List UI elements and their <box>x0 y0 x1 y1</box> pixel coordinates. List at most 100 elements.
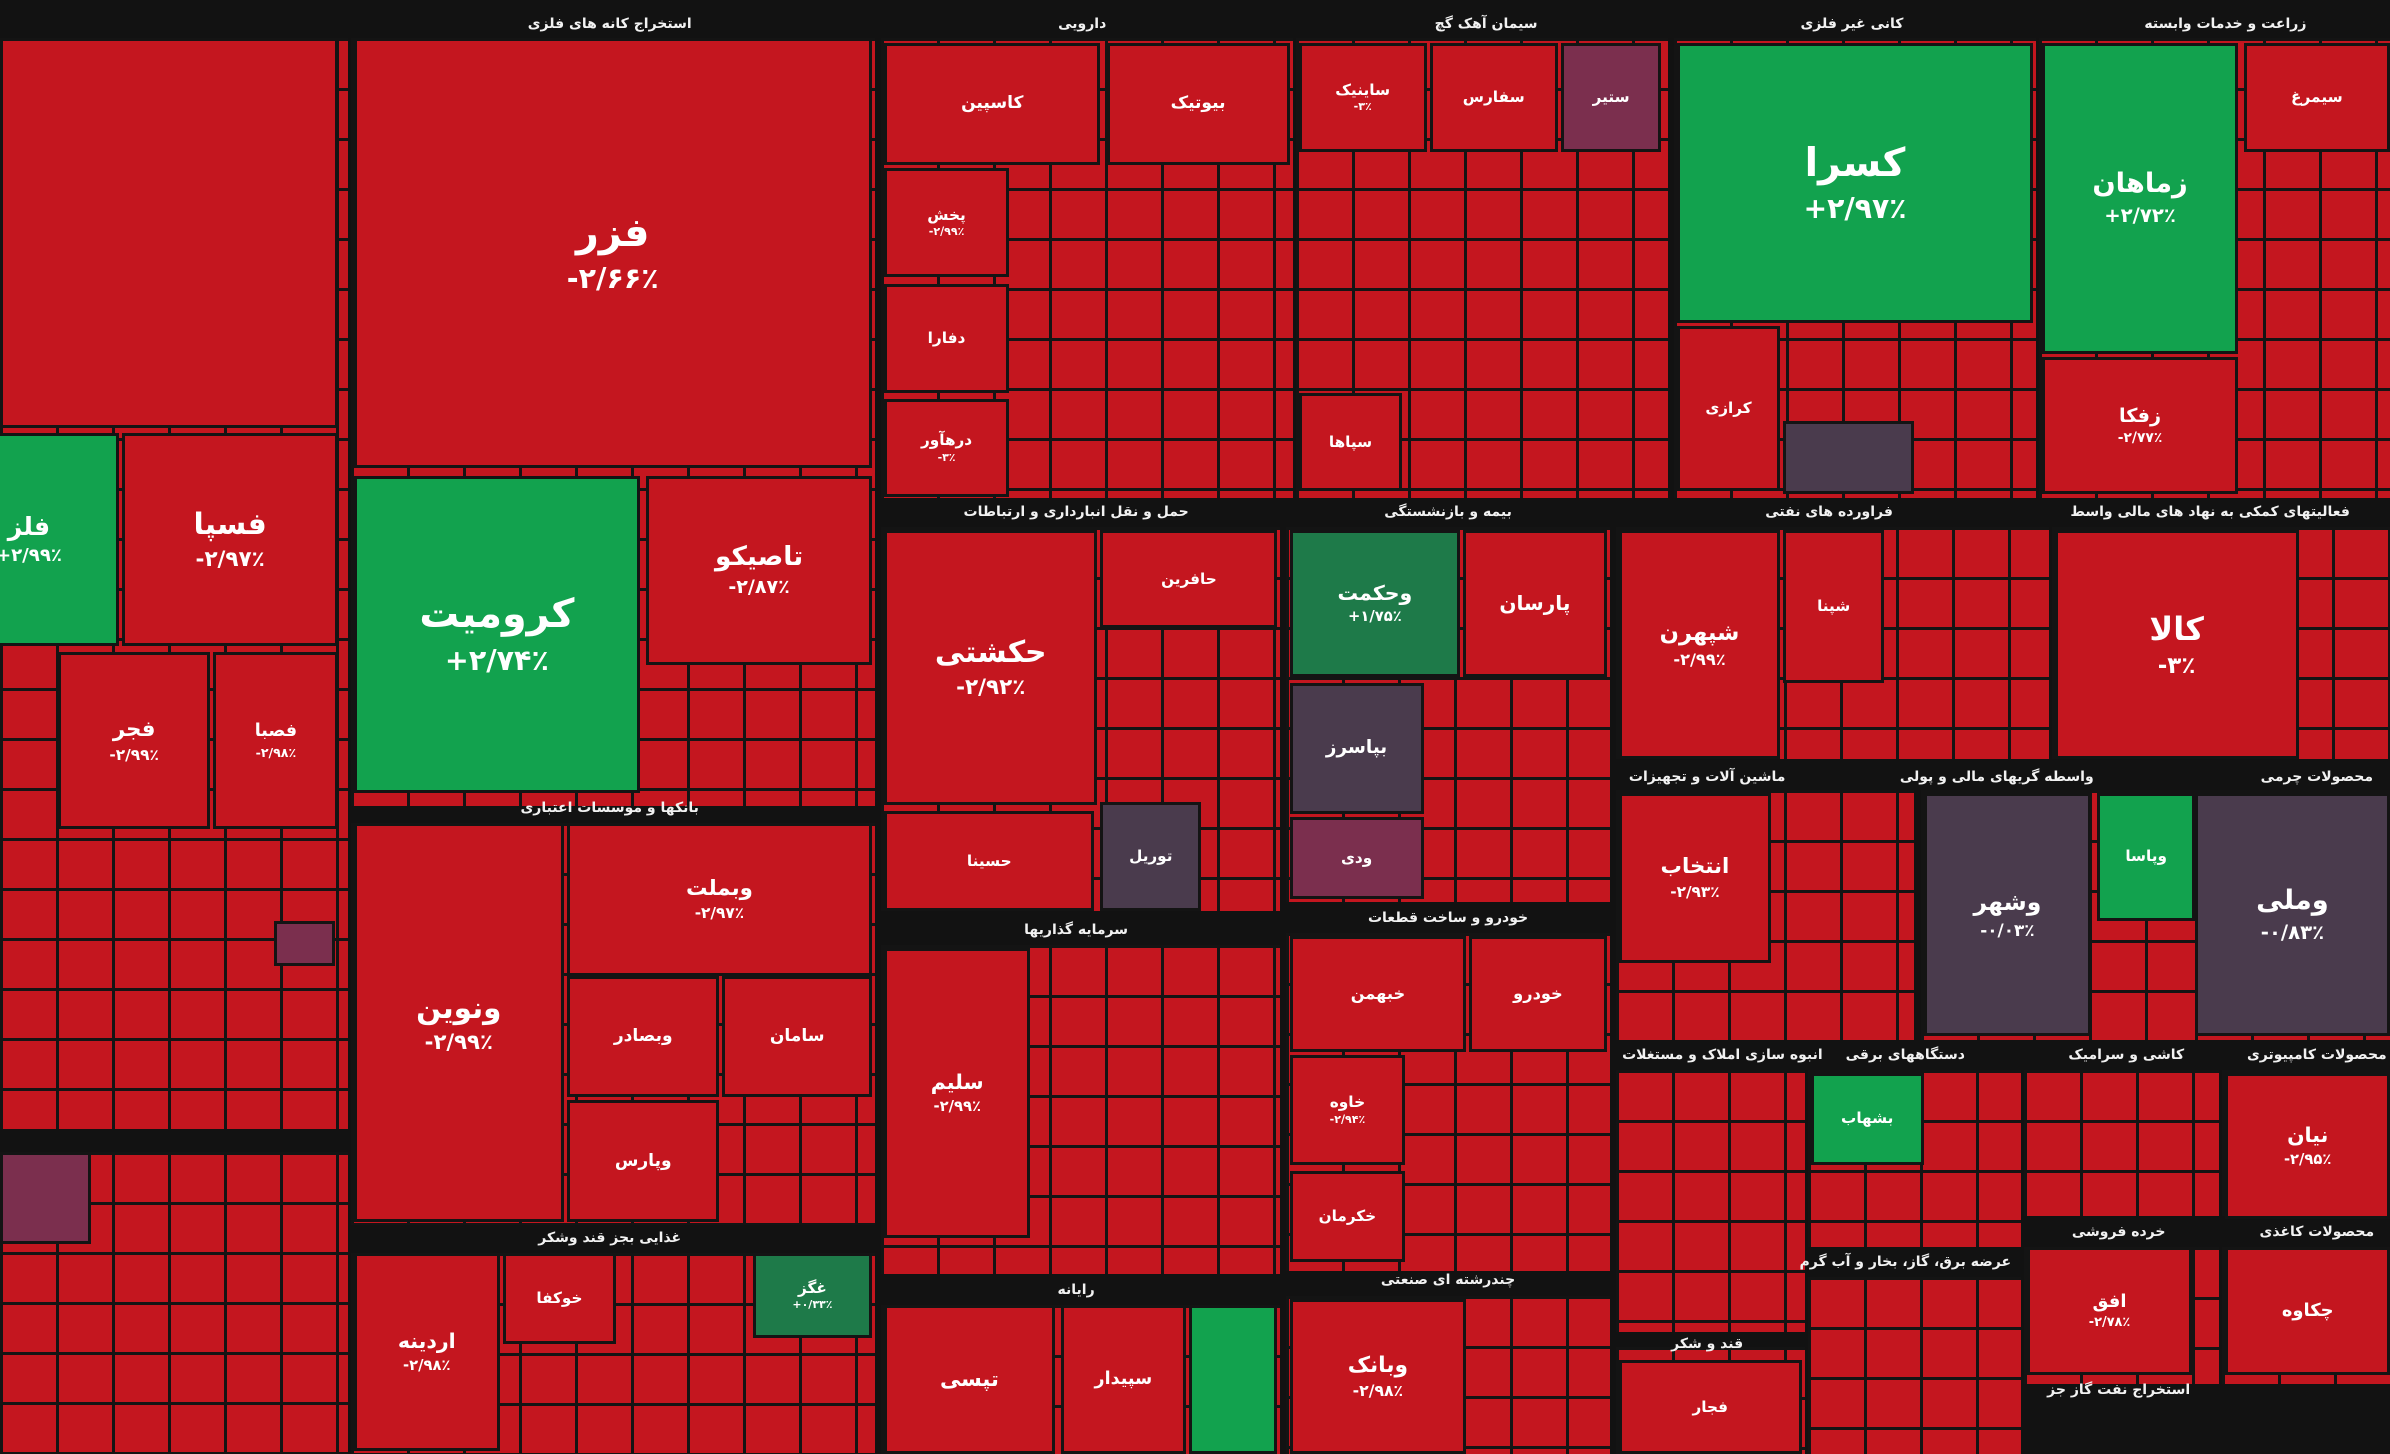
sector-title: ماشین آلات و تجهیزات <box>1628 769 1786 786</box>
sector-title: کاشی و سرامیک <box>2068 1046 2185 1063</box>
stock-tile: سلیم -۲/۹۹٪ <box>884 948 1031 1238</box>
stock-tile: وبملت -۲/۹۷٪ <box>567 823 872 976</box>
stock-tile: شپنا <box>1783 530 1884 683</box>
stock-tile: وپاسا <box>2097 792 2195 921</box>
stock-tile: خوکفا <box>502 1252 616 1345</box>
stock-tile: فجر -۲/۹۹٪ <box>57 652 211 830</box>
stock-change: -۲/۷۸٪ <box>2088 1315 2131 1331</box>
stock-change: -۳٪ <box>1353 100 1372 114</box>
stock-tile: فلز +۲/۹۹٪ <box>0 432 119 647</box>
sector-title: دستگاههای برقی <box>1845 1046 1965 1063</box>
sector-title: محصولات چرمی <box>2260 769 2373 786</box>
stock-change: -۲/۶۶٪ <box>566 262 659 296</box>
stock-name: فلز <box>7 512 51 542</box>
sector-area <box>2024 1070 2220 1217</box>
stock-name: بپاسرز <box>1325 736 1388 758</box>
sector-title: کانی غیر فلزی <box>1800 16 1904 33</box>
stock-name: فصبا <box>254 721 298 742</box>
stock-tile: درهآور -۳٪ <box>884 399 1010 497</box>
stock-tile: سیمرغ <box>2243 42 2390 153</box>
stock-tile: کرازی <box>1676 326 1781 491</box>
stock-tile: اردینه -۲/۹۸٪ <box>353 1252 500 1452</box>
stock-change: -۳٪ <box>937 451 956 464</box>
stock-tile: خکرمان <box>1289 1170 1406 1263</box>
sector-title: سیمان آهک گچ <box>1434 16 1538 33</box>
sector-title: دارویی <box>1058 16 1107 33</box>
stock-name: دفارا <box>927 329 966 347</box>
stock-tile: افق -۲/۷۸٪ <box>2027 1246 2192 1375</box>
stock-change: -۲/۹۵٪ <box>2283 1151 2332 1169</box>
stock-name: خکرمان <box>1318 1207 1377 1226</box>
stock-tile: فزر -۲/۶۶٪ <box>353 38 872 468</box>
stock-change: +۱/۷۵٪ <box>1348 608 1402 626</box>
stock-name: وحکمت <box>1337 580 1413 605</box>
stock-name: کسرا <box>1804 141 1906 187</box>
stock-tile: فسپا -۲/۹۷٪ <box>121 432 339 647</box>
stock-change: +۲/۹۹٪ <box>0 545 62 567</box>
stock-name: فزر <box>576 210 650 256</box>
sector-title: فراورده های نفتی <box>1765 504 1893 521</box>
stock-change: +۲/۹۷٪ <box>1803 192 1907 226</box>
stock-name: کرازی <box>1705 399 1752 418</box>
stock-tile: پخش -۲/۹۹٪ <box>884 167 1010 278</box>
stock-name: نیان <box>2287 1123 2329 1148</box>
stock-name: ستیر <box>1592 88 1630 107</box>
sector-title: رایانه <box>1057 1281 1095 1298</box>
stock-name: بیوتیک <box>1170 93 1226 114</box>
stock-tile: بپاسرز <box>1289 682 1424 814</box>
stock-tile: بشهاب <box>1810 1073 1924 1165</box>
stock-tile: حافرین <box>1100 530 1278 628</box>
stock-tile: زماهان +۲/۷۲٪ <box>2042 42 2238 354</box>
stock-name: فسپا <box>193 506 267 542</box>
sector-title: محصولات کامپیوتری <box>2246 1046 2387 1063</box>
stock-tile: غگز +۰/۳۳٪ <box>752 1252 872 1339</box>
stock-name: حسینا <box>966 851 1012 870</box>
sector-title: استخراج نفت گاز جز <box>2047 1382 2191 1399</box>
stock-name: کاسپین <box>961 93 1024 114</box>
stock-name: کالا <box>2149 609 2204 648</box>
stock-name: توریل <box>1129 847 1173 866</box>
stock-change: -۲/۹۷٪ <box>195 547 265 573</box>
stock-change: -۲/۹۹٪ <box>1673 650 1726 670</box>
stock-tile: ونوین -۲/۹۹٪ <box>353 823 564 1223</box>
stock-change: -۲/۹۸٪ <box>255 745 297 761</box>
sector-title: عرضه برق، گاز، بخار و آب گرم <box>1799 1254 2012 1271</box>
stock-name: ودی <box>1340 848 1373 867</box>
stock-tile: وحکمت +۱/۷۵٪ <box>1289 530 1461 677</box>
stock-tile: وبانک -۲/۹۸٪ <box>1289 1298 1467 1454</box>
tile <box>1188 1304 1278 1454</box>
stock-change: -۲/۹۴٪ <box>1329 1112 1366 1126</box>
stock-name: چکاوه <box>2281 1299 2334 1321</box>
stock-change: -۰/۸۳٪ <box>2260 920 2325 944</box>
sector-area <box>1615 1070 1805 1333</box>
sector-title: زراعت و خدمات وابسته <box>2144 16 2307 33</box>
stock-tile: حکشتی -۲/۹۲٪ <box>884 530 1098 805</box>
stock-name: غگز <box>798 1278 827 1297</box>
stock-tile: وشهر -۰/۰۳٪ <box>1923 792 2092 1037</box>
stock-change: -۲/۹۷٪ <box>694 904 745 923</box>
stock-name: وپاسا <box>2125 847 2167 866</box>
sector-area <box>1807 1277 2022 1454</box>
stock-name: شپنا <box>1817 597 1851 616</box>
stock-name: کرومیت <box>419 591 575 638</box>
stock-name: پارسان <box>1499 591 1571 616</box>
stock-tile: ستیر <box>1560 42 1662 153</box>
stock-tile: خبهمن <box>1289 935 1467 1052</box>
stock-name: فجار <box>1692 1397 1728 1416</box>
stock-change: -۲/۹۹٪ <box>928 225 965 239</box>
sector-title: انبوه سازی املاک و مستغلات <box>1622 1046 1823 1063</box>
stock-tile: ودی <box>1289 816 1424 900</box>
stock-tile: نیان -۲/۹۵٪ <box>2225 1073 2390 1220</box>
sector-title: واسطه گریهای مالی و پولی <box>1899 769 2094 786</box>
stock-tile: انتخاب -۲/۹۳٪ <box>1618 792 1772 964</box>
stock-change: -۲/۹۳٪ <box>1670 882 1720 901</box>
tile <box>274 920 336 967</box>
stock-name: شپهرن <box>1659 620 1740 647</box>
stock-tile: سامان <box>722 975 872 1098</box>
stock-change: -۲/۹۸٪ <box>403 1356 451 1374</box>
stock-name: درهآور <box>920 431 973 450</box>
tile <box>0 38 339 429</box>
stock-name: خودرو <box>1513 983 1563 1003</box>
stock-name: اردینه <box>397 1329 456 1354</box>
